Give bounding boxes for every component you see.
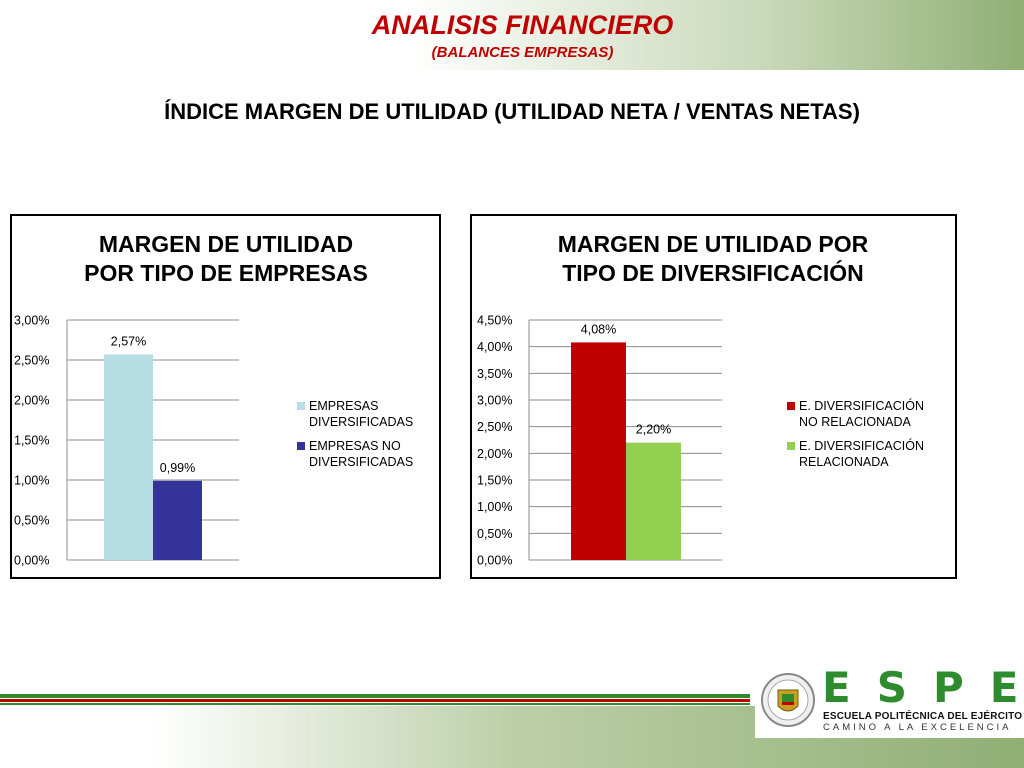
chart-profit-margin-by-company-type: MARGEN DE UTILIDAD POR TIPO DE EMPRESAS 0,… (10, 214, 441, 579)
legend-label: E. DIVERSIFICACIÓN (799, 438, 924, 453)
y-tick-label: 0,50% (477, 527, 512, 541)
y-tick-label: 1,00% (14, 474, 49, 488)
slide-title: ÍNDICE MARGEN DE UTILIDAD (UTILIDAD NETA… (164, 99, 860, 124)
bar (571, 342, 626, 560)
chart-title-line: POR TIPO DE EMPRESAS (84, 260, 368, 286)
y-tick-label: 2,50% (14, 354, 49, 368)
chart-title-line: MARGEN DE UTILIDAD POR (558, 231, 869, 257)
espe-seal-icon (761, 673, 815, 727)
legend-swatch (787, 442, 795, 450)
chart-left-svg: MARGEN DE UTILIDAD POR TIPO DE EMPRESAS 0,… (14, 231, 413, 568)
y-tick-label: 0,50% (14, 514, 49, 528)
y-tick-label: 2,00% (14, 394, 49, 408)
data-label: 2,57% (111, 334, 146, 348)
legend-label: RELACIONADA (799, 455, 889, 469)
y-tick-label: 1,00% (477, 500, 512, 514)
legend-label: EMPRESAS (309, 399, 378, 413)
header-band (0, 0, 1024, 70)
data-label: 0,99% (160, 461, 195, 475)
bar (104, 354, 153, 560)
legend-label: NO RELACIONADA (799, 415, 911, 429)
y-tick-label: 3,50% (477, 367, 512, 381)
chart-title-line: TIPO DE DIVERSIFICACIÓN (562, 259, 864, 286)
header-title: ANALISIS FINANCIERO (371, 10, 674, 40)
y-tick-label: 1,50% (477, 474, 512, 488)
y-tick-label: 4,00% (477, 340, 512, 354)
data-label: 4,08% (581, 322, 616, 336)
legend-label: E. DIVERSIFICACIÓN (799, 398, 924, 413)
y-tick-label: 2,00% (477, 447, 512, 461)
y-tick-label: 1,50% (14, 434, 49, 448)
y-tick-label: 4,50% (477, 314, 512, 328)
chart-title-line: MARGEN DE UTILIDAD (99, 231, 353, 257)
y-tick-label: 0,00% (14, 554, 49, 568)
y-tick-label: 3,00% (477, 394, 512, 408)
y-tick-label: 2,50% (477, 420, 512, 434)
institution-name: ESCUELA POLITÉCNICA DEL EJÉRCITO (823, 711, 1023, 722)
footer-stripes (0, 694, 750, 705)
y-tick-label: 0,00% (477, 554, 512, 568)
legend-label: DIVERSIFICADAS (309, 415, 413, 429)
bar (153, 480, 202, 560)
legend-label: DIVERSIFICADAS (309, 455, 413, 469)
header-subtitle: (BALANCES EMPRESAS) (431, 44, 614, 61)
chart-profit-margin-by-diversification: MARGEN DE UTILIDAD POR TIPO DE DIVERSIFIC… (470, 214, 957, 579)
legend-swatch (297, 402, 305, 410)
bar (626, 442, 681, 560)
legend-swatch (297, 442, 305, 450)
institution-motto: CAMINO A LA EXCELENCIA (823, 722, 1012, 733)
legend-swatch (787, 402, 795, 410)
espe-logo-letters: ESPE (822, 663, 1024, 712)
legend-label: EMPRESAS NO (309, 439, 401, 453)
y-tick-label: 3,00% (14, 314, 49, 328)
data-label: 2,20% (636, 423, 671, 437)
